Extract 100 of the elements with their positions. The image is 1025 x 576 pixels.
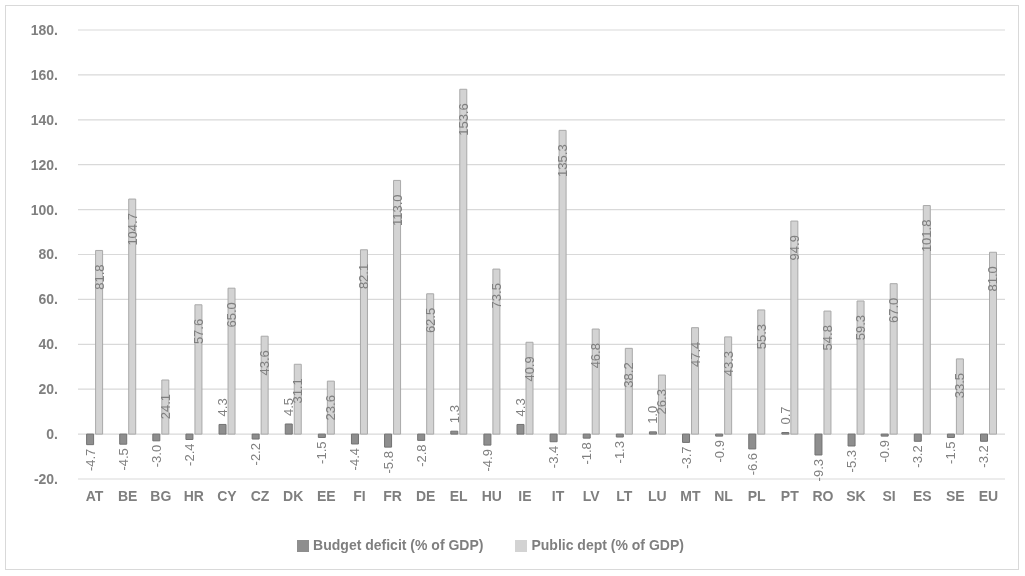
bar [549,433,558,443]
data-label: 4.3 [215,398,231,417]
data-label: 135.3 [555,144,571,177]
bar [814,433,823,456]
data-label: -4.5 [115,448,131,471]
data-label: 0.7 [777,406,793,425]
x-tick-label: DE [415,487,436,504]
data-label: 81.8 [91,264,107,290]
bar [946,433,955,438]
x-tick-label: SE [946,487,965,504]
bar [119,433,128,445]
data-label: 59.3 [853,314,869,341]
y-tick-label: 160. [30,66,58,83]
x-tick-label: PT [780,487,800,504]
bar [218,423,227,435]
data-label: 62.5 [422,307,438,334]
x-tick-label: NL [714,487,734,504]
y-tick-label: 60. [38,291,58,308]
data-label: 46.8 [588,343,604,369]
x-tick-label: FR [383,487,402,504]
y-tick-label: 140. [30,111,58,128]
x-tick-label: LU [648,487,667,504]
data-label: -6.6 [744,452,760,476]
legend-label: Budget deficit (% of GDP) [313,537,484,553]
data-label: 54.8 [819,325,835,351]
data-label: -4.4 [347,447,363,471]
data-label: 65.0 [224,302,240,328]
x-tick-label: HR [183,487,204,504]
bar [417,433,426,441]
data-label: 57.6 [190,318,206,345]
data-label: 33.5 [952,372,968,399]
bar [748,433,757,450]
x-tick-label: CZ [250,487,270,504]
data-label: -9.3 [810,458,826,482]
data-label: 101.8 [919,219,935,253]
data-label: 38.2 [621,362,637,388]
x-tick-label: BE [117,487,138,504]
data-label: 73.5 [488,283,504,309]
data-label: -1.5 [314,441,330,464]
bar [615,433,624,438]
data-label: -5.8 [380,451,396,474]
bar [450,430,459,435]
data-label: 94.9 [786,235,802,261]
x-tick-label: IE [518,487,532,504]
data-label: 43.3 [720,350,736,377]
bar [384,433,393,448]
data-label: -2.8 [413,444,429,467]
x-tick-label: DK [283,487,304,504]
bar [582,433,591,439]
bar [880,433,889,437]
data-label: 81.0 [985,266,1001,292]
data-label: 82.1 [356,263,372,290]
x-tick-label: EU [978,487,999,504]
bar [86,433,95,446]
x-tick-label: SK [846,487,866,504]
data-label: -1.5 [943,441,959,464]
bar [682,433,691,443]
data-label: 40.9 [522,356,537,382]
bar [350,433,359,445]
x-tick-label: FI [353,487,366,504]
data-label: 104.7 [124,213,140,246]
y-tick-label: 180. [30,21,58,38]
legend-label: Public dept (% of GDP) [531,537,684,553]
data-label: -3.4 [546,445,562,469]
data-label: 47.4 [687,341,703,367]
data-label: 43.6 [257,350,273,376]
x-tick-label: CY [217,487,238,504]
data-label: 1.3 [446,405,462,424]
x-tick-label: LT [616,487,633,504]
x-tick-label: MT [680,487,702,504]
data-label: 4.3 [513,398,528,417]
bar [284,423,293,435]
x-tick-label: EL [449,487,469,504]
x-tick-label: LV [582,487,601,504]
x-tick-label: SI [882,487,896,504]
x-tick-label: HU [481,487,502,504]
bar [847,433,856,447]
bar [980,433,988,442]
data-label: 55.3 [753,323,769,350]
bar [152,433,161,442]
data-label: -1.3 [612,441,628,464]
bar [483,433,492,446]
data-label: -4.7 [82,448,98,472]
bar [516,423,525,435]
data-label: 67.0 [886,297,902,323]
y-tick-label: 80. [38,246,58,263]
y-tick-label: 100. [30,201,58,218]
data-label: -5.3 [844,450,860,473]
bar [185,433,194,440]
bar [648,431,657,435]
bar [913,433,922,442]
y-tick-label: 120. [30,156,58,173]
data-label: -3.0 [148,444,164,468]
data-label: -2.2 [248,443,264,466]
x-tick-label: PL [747,487,767,504]
bar [715,433,724,437]
y-tick-label: 40. [38,336,58,353]
data-label: -4.9 [479,449,495,472]
x-tick-label: ES [912,487,932,504]
data-label: 113.0 [389,194,405,226]
